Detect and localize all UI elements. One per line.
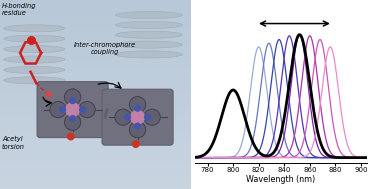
Bar — [0, 47, 191, 52]
Bar — [0, 24, 191, 28]
Circle shape — [131, 110, 144, 124]
Bar — [0, 43, 191, 47]
Bar — [0, 142, 191, 146]
Circle shape — [132, 141, 139, 147]
Bar — [0, 57, 191, 61]
Circle shape — [68, 133, 74, 140]
Bar — [0, 14, 191, 19]
Circle shape — [129, 122, 146, 138]
Circle shape — [125, 114, 131, 120]
Bar — [0, 184, 191, 189]
Bar — [0, 128, 191, 132]
Circle shape — [129, 97, 146, 113]
FancyBboxPatch shape — [102, 89, 173, 145]
Circle shape — [80, 107, 85, 112]
Bar — [0, 165, 191, 170]
Bar — [0, 38, 191, 43]
Circle shape — [70, 116, 76, 122]
Bar — [0, 94, 191, 99]
Ellipse shape — [4, 56, 65, 63]
Bar — [0, 175, 191, 180]
Bar — [0, 66, 191, 71]
Ellipse shape — [4, 35, 65, 42]
Ellipse shape — [116, 31, 183, 38]
Circle shape — [60, 107, 66, 112]
Bar — [0, 156, 191, 161]
Ellipse shape — [4, 77, 65, 84]
Ellipse shape — [4, 46, 65, 53]
Bar — [0, 104, 191, 109]
Circle shape — [145, 114, 151, 120]
Circle shape — [65, 89, 81, 105]
Circle shape — [115, 109, 131, 125]
Bar — [0, 80, 191, 85]
Bar — [0, 137, 191, 142]
Bar — [0, 28, 191, 33]
Text: H-bonding
residue: H-bonding residue — [2, 3, 36, 16]
Ellipse shape — [116, 41, 183, 48]
Circle shape — [144, 109, 160, 125]
Bar — [0, 85, 191, 90]
Ellipse shape — [4, 25, 65, 32]
Bar — [0, 161, 191, 165]
Bar — [0, 123, 191, 128]
Ellipse shape — [116, 12, 183, 19]
Circle shape — [65, 114, 81, 130]
Text: Acetyl
torsion: Acetyl torsion — [2, 136, 25, 150]
Circle shape — [135, 123, 141, 129]
Text: Inter-chromophore
coupling: Inter-chromophore coupling — [74, 42, 136, 55]
Bar — [0, 5, 191, 9]
Bar — [0, 19, 191, 24]
Ellipse shape — [116, 21, 183, 29]
Bar — [0, 151, 191, 156]
Bar — [0, 90, 191, 94]
Bar — [0, 52, 191, 57]
Bar — [0, 113, 191, 118]
Bar — [0, 146, 191, 151]
Bar — [0, 61, 191, 66]
Circle shape — [50, 101, 66, 118]
Bar — [0, 118, 191, 123]
Circle shape — [135, 105, 141, 111]
Ellipse shape — [116, 51, 183, 58]
Circle shape — [70, 98, 76, 104]
Bar — [0, 99, 191, 104]
Circle shape — [79, 101, 95, 118]
Circle shape — [66, 103, 79, 116]
X-axis label: Wavelength (nm): Wavelength (nm) — [246, 175, 316, 184]
Bar — [0, 33, 191, 38]
Bar — [0, 109, 191, 113]
Bar — [0, 170, 191, 175]
Bar — [0, 71, 191, 76]
FancyBboxPatch shape — [37, 82, 108, 138]
Bar — [0, 0, 191, 5]
Ellipse shape — [4, 66, 65, 74]
Bar — [0, 180, 191, 184]
Bar — [0, 9, 191, 14]
Bar — [0, 132, 191, 137]
Bar — [0, 76, 191, 80]
